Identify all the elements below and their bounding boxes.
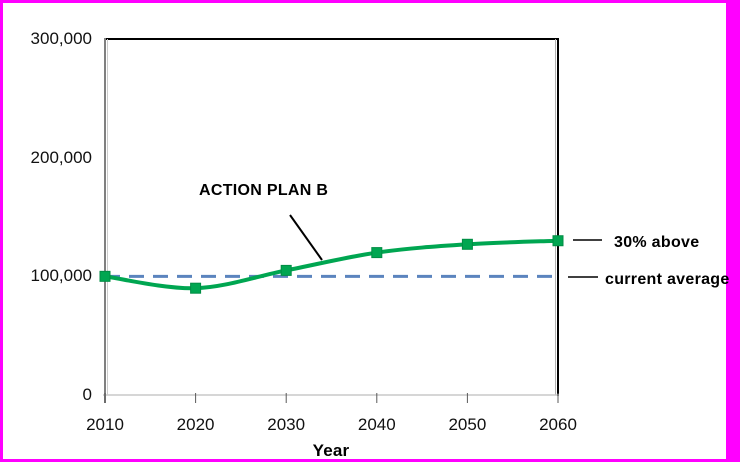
x-tick-label: 2040 (357, 415, 396, 434)
x-tick-label: 2010 (86, 415, 124, 434)
annotation-current-average: current average (605, 271, 730, 288)
series-marker-square (280, 264, 292, 276)
series-marker-square (99, 270, 111, 282)
series-marker-square (552, 235, 564, 247)
annotation-action-plan-b: ACTION PLAN B (199, 182, 329, 199)
x-tick-label: 2050 (448, 415, 487, 434)
series-marker-square (371, 247, 383, 259)
chart-canvas: 0 100,000 200,000 300,000 2010 2020 2030 2040 2… (3, 3, 729, 460)
x-axis-title: Year (312, 441, 350, 460)
series-marker-square (190, 282, 202, 294)
annotation-pointer-line (289, 214, 323, 261)
y-tick-label: 100,000 (30, 266, 92, 286)
y-tick-label: 0 (82, 385, 92, 404)
series-line-action-plan-b (103, 238, 560, 291)
series-marker-square (461, 238, 473, 250)
x-tick-label: 2030 (267, 415, 306, 434)
x-tick-label: 2060 (539, 415, 577, 434)
y-tick-label: 200,000 (30, 147, 92, 167)
x-tick-label: 2020 (176, 415, 215, 434)
chart-plot-svg (99, 38, 602, 403)
annotation-30-above: 30% above (614, 234, 700, 251)
y-tick-label: 300,000 (30, 29, 92, 48)
